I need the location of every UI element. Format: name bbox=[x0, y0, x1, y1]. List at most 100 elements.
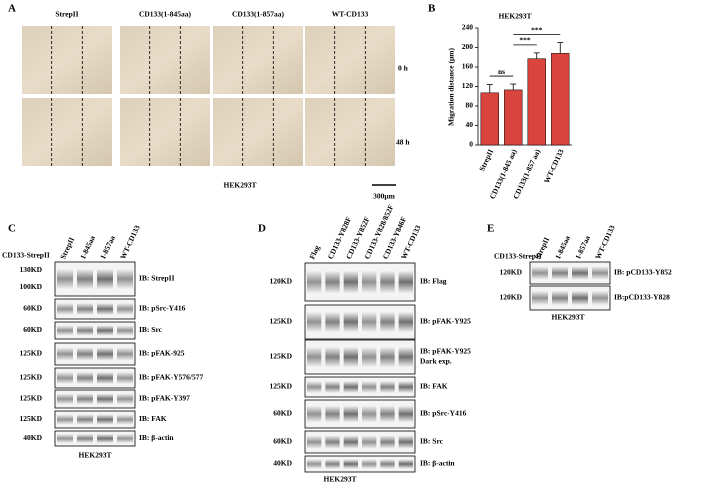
marker-label: 100KD bbox=[20, 282, 43, 291]
antibody-label: IB: pFAK-Y576/577 bbox=[139, 373, 203, 382]
band bbox=[325, 435, 340, 449]
band bbox=[380, 270, 395, 294]
cell-line: HEK293T bbox=[224, 181, 257, 190]
lane-label: 1-845aa bbox=[553, 234, 572, 261]
cell-line: HEK293T bbox=[552, 313, 585, 322]
micrograph bbox=[305, 26, 395, 94]
band bbox=[325, 270, 340, 294]
band bbox=[552, 266, 568, 280]
bar bbox=[480, 92, 499, 146]
band bbox=[117, 434, 133, 443]
micrograph bbox=[22, 26, 112, 94]
blot bbox=[304, 455, 416, 473]
band bbox=[57, 414, 73, 425]
y-tick-label: 120 bbox=[462, 81, 474, 90]
marker-label: 125KD bbox=[20, 349, 43, 358]
blot bbox=[304, 376, 416, 398]
chart-title: HEK293T bbox=[499, 12, 532, 21]
blot bbox=[529, 261, 611, 285]
marker-label: 125KD bbox=[270, 317, 293, 326]
band bbox=[325, 459, 340, 469]
column-label: StrepII bbox=[55, 10, 78, 19]
band bbox=[97, 325, 113, 336]
band bbox=[380, 346, 395, 368]
band bbox=[307, 381, 322, 393]
band bbox=[307, 311, 322, 333]
lane-label: WT-CD133 bbox=[118, 224, 142, 261]
antibody-label: IB: Src bbox=[139, 325, 163, 334]
antibody-label: IB: Src bbox=[420, 437, 444, 446]
band bbox=[307, 435, 322, 449]
band bbox=[325, 405, 340, 423]
significance-label: *** bbox=[519, 36, 531, 45]
band bbox=[97, 303, 113, 315]
band bbox=[117, 372, 133, 384]
marker-label: 60KD bbox=[273, 409, 292, 418]
band bbox=[380, 381, 395, 393]
panel-label: B bbox=[428, 3, 436, 15]
band bbox=[97, 347, 113, 361]
band bbox=[325, 311, 340, 333]
antibody-label: IB: FAK bbox=[139, 414, 167, 423]
marker-label: 125KD bbox=[20, 373, 43, 382]
lane-label: StrepII bbox=[533, 236, 551, 261]
band bbox=[77, 372, 93, 384]
band bbox=[380, 405, 395, 423]
band bbox=[398, 346, 413, 368]
y-tick-label: 200 bbox=[462, 42, 474, 51]
x-tick-label: WT-CD133 bbox=[542, 148, 566, 185]
band bbox=[572, 266, 588, 280]
lane-label: WT-CD133 bbox=[593, 224, 617, 261]
micrograph bbox=[305, 98, 395, 166]
y-tick-label: 160 bbox=[462, 62, 474, 71]
antibody-label: IB: pFAK-Y925 bbox=[420, 347, 471, 356]
marker-label: 60KD bbox=[273, 437, 292, 446]
panel-label: A bbox=[8, 3, 16, 15]
band bbox=[117, 393, 133, 405]
blot bbox=[54, 389, 136, 409]
bar bbox=[551, 53, 570, 146]
band bbox=[380, 311, 395, 333]
band bbox=[97, 414, 113, 425]
band bbox=[97, 393, 113, 405]
y-tick-label: 80 bbox=[466, 101, 474, 110]
band bbox=[343, 311, 358, 333]
band bbox=[362, 405, 377, 423]
construct-label: CD133-StrepII bbox=[2, 251, 50, 260]
band bbox=[343, 381, 358, 393]
antibody-label: IB: pFAK-Y397 bbox=[139, 394, 190, 403]
y-tick-label: 40 bbox=[466, 120, 474, 129]
band bbox=[398, 459, 413, 469]
band bbox=[77, 347, 93, 361]
band bbox=[343, 346, 358, 368]
band bbox=[57, 325, 73, 336]
panel-label: E bbox=[487, 223, 494, 235]
band bbox=[307, 346, 322, 368]
band bbox=[97, 434, 113, 443]
lane-label: 1-845aa bbox=[78, 234, 97, 261]
band bbox=[77, 325, 93, 336]
y-axis-label: Migration distance (μm) bbox=[447, 48, 456, 126]
band bbox=[57, 347, 73, 361]
band bbox=[117, 268, 133, 290]
lane-label: 1-857aa bbox=[98, 234, 117, 261]
bar bbox=[527, 58, 546, 146]
marker-label: 125KD bbox=[20, 394, 43, 403]
blot bbox=[304, 304, 416, 340]
micrograph bbox=[22, 98, 112, 166]
band bbox=[343, 459, 358, 469]
marker-label: 130KD bbox=[20, 265, 43, 274]
marker-label: 120KD bbox=[500, 293, 523, 302]
band bbox=[77, 434, 93, 443]
band bbox=[307, 405, 322, 423]
time-label: 0 h bbox=[398, 64, 409, 73]
band bbox=[398, 405, 413, 423]
band bbox=[398, 381, 413, 393]
scale-label: 300μm bbox=[373, 192, 396, 201]
marker-label: 125KD bbox=[270, 382, 293, 391]
band bbox=[57, 303, 73, 315]
band bbox=[57, 434, 73, 443]
column-label: CD133(1-845aa) bbox=[139, 10, 192, 19]
cell-line: HEK293T bbox=[324, 475, 357, 484]
band bbox=[117, 303, 133, 315]
